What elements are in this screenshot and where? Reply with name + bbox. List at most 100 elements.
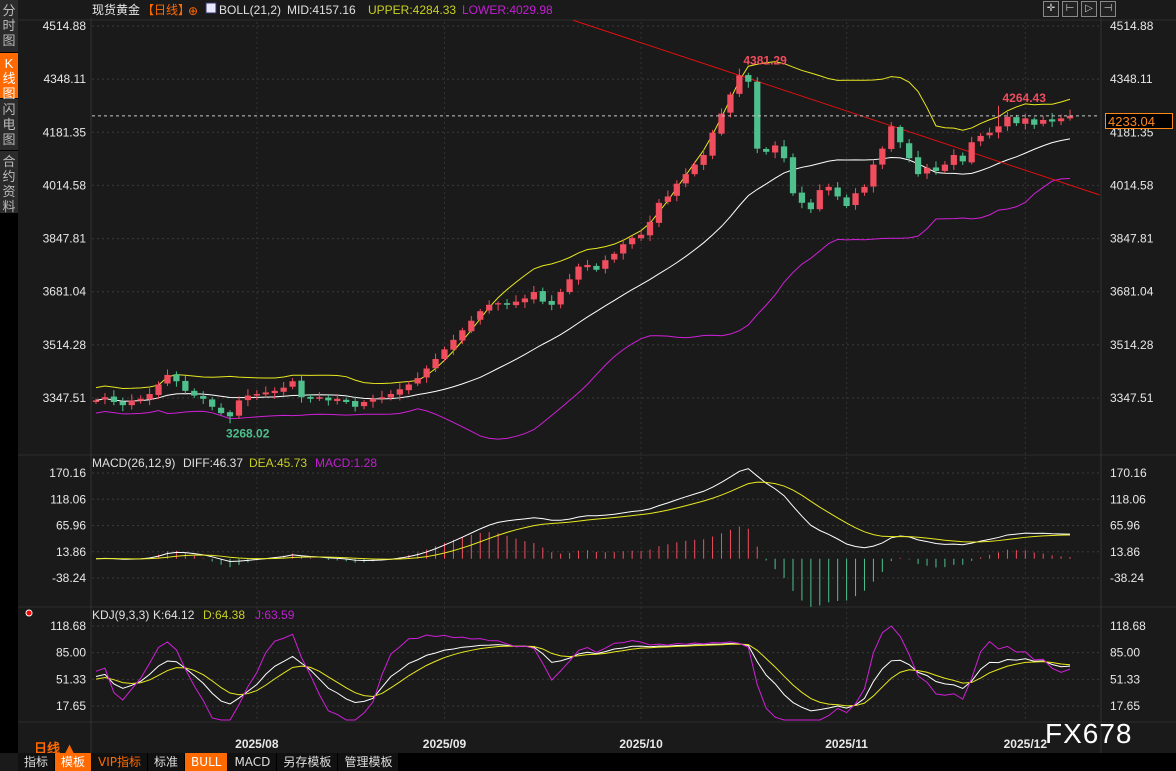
bull-button[interactable]: BULL [185,753,228,771]
candle-body [1022,118,1029,124]
kdj-d-line [95,643,1071,707]
candle-body [789,157,797,194]
macd-diff-line [95,468,1071,562]
price-tick-right: 3847.81 [1110,232,1154,246]
kdj-tick-left: 51.33 [56,672,86,686]
chart-toolbar: ✛ ⊢ ▷ ⊣ [1043,1,1116,17]
macd-dea: DEA:45.73 [249,456,307,470]
candle-body [1049,119,1056,122]
macd-tick-left: -38.24 [52,571,86,585]
candle-body [414,378,421,384]
candle-body [1057,118,1065,122]
candle-body [432,358,439,369]
candle-body [405,384,412,391]
candle-body [1040,119,1047,124]
manage-template-button[interactable]: 管理模板 [338,753,399,771]
candle-body [584,264,591,268]
candle-body [253,394,260,396]
crosshair-icon[interactable]: ✛ [1043,1,1059,17]
candle-body [110,396,117,402]
candle-body [101,397,109,400]
candle-body [593,265,600,270]
candle-body [834,187,841,197]
candle-body [235,400,243,416]
candle-body [682,174,689,184]
symbol-name: 现货黄金 [92,2,140,17]
price-tick-right: 4514.88 [1110,19,1154,33]
candle-body [343,399,350,402]
boll-mid: MID:4157.16 [287,3,356,17]
candle-body [923,167,931,174]
standard-button[interactable]: 标准 [148,753,185,771]
kdj-tick-right: 118.68 [1110,619,1146,633]
indicator-chart-icon[interactable] [205,2,217,14]
candle-body [771,145,779,153]
candle-body [950,155,957,165]
vip-indicator-button[interactable]: VIP指标 [92,753,148,771]
candle-body [280,387,287,392]
template-button[interactable]: 模板 [55,753,92,771]
candle-body [611,253,618,260]
crosshair-target-icon[interactable]: ⊕ [188,4,198,18]
candle-body [655,202,663,223]
kdj-tick-left: 118.68 [50,619,86,633]
kdj-k-line [95,642,1071,712]
candle-body [602,260,609,269]
price-annotation: 3268.02 [226,426,270,440]
tab-flash-chart[interactable]: 闪电图 [0,99,18,150]
candle-body [503,303,511,305]
candle-body [629,237,636,245]
candle-body [146,394,153,400]
candle-body [164,374,171,384]
boll-lower-line [95,178,1071,440]
indicator-button[interactable]: 指标 [18,753,55,771]
candle-body [459,330,466,341]
kdj-pane [95,625,1071,721]
candle-body [352,401,359,407]
macd-button[interactable]: MACD [228,753,277,771]
candle-body [986,132,993,136]
candlestick-pane: 4381.29 4264.43 3268.02 [92,19,1100,440]
macd-tick-right: 118.06 [1110,492,1146,506]
x-tick-label: 2025/08 [235,737,279,751]
kdj-name: KDJ(9,3,3) [92,608,149,622]
tab-time-chart[interactable]: 分时图 [0,0,18,52]
boll-upper: UPPER:4284.33 [368,3,456,17]
price-tick-right: 3681.04 [1110,285,1154,299]
x-tick-label: 2025/09 [423,737,467,751]
tab-label: 闪电图 [2,102,16,147]
macd-diff: DIFF:46.37 [183,456,243,470]
candle-body [825,186,832,191]
price-annotation: 4381.29 [743,54,787,68]
tab-contract-info[interactable]: 合约资料 [0,151,18,214]
save-template-button[interactable]: 另存模板 [277,753,338,771]
play-forward-icon[interactable]: ▷ [1081,1,1097,17]
price-annotation: 4264.43 [1003,91,1047,105]
candle-body [539,291,546,302]
macd-value: MACD:1.28 [315,456,377,470]
macd-pane [95,468,1071,607]
x-tick-label: 2025/10 [619,737,663,751]
candle-body [530,292,537,300]
candle-body [879,148,886,165]
candle-body [897,126,904,143]
fit-right-icon[interactable]: ⊣ [1100,1,1116,17]
price-tick-left: 3847.81 [43,232,87,246]
candle-body [191,390,198,396]
tab-kline-chart[interactable]: K线图 [0,53,18,101]
candle-body [852,193,859,206]
kdj-settings-icon[interactable] [25,609,33,617]
candle-body [137,398,144,401]
tab-label: 合约资料 [2,154,16,214]
candle-body [387,394,395,398]
candle-body [691,164,698,175]
candle-body [718,113,725,134]
candle-body [423,368,430,378]
candle-body [217,407,225,414]
candle-body [914,157,922,175]
candle-body [289,381,296,387]
macd-tick-left: 118.06 [50,492,86,506]
fit-left-icon[interactable]: ⊢ [1062,1,1078,17]
